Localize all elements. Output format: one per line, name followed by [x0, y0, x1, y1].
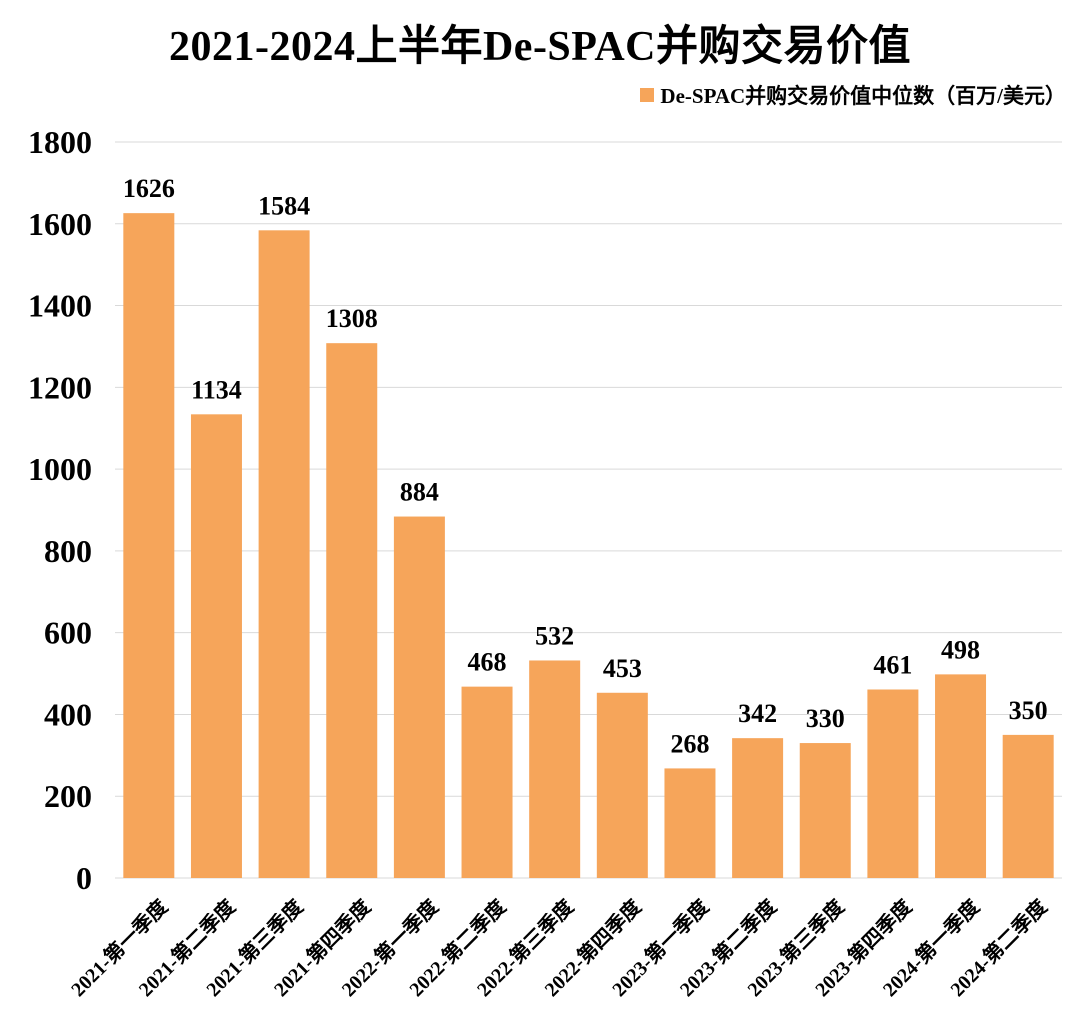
- data-label: 461: [873, 651, 912, 680]
- data-label: 342: [738, 699, 777, 728]
- bar: [393, 516, 445, 878]
- y-tick-label: 600: [44, 615, 92, 651]
- y-tick-label: 1000: [28, 451, 92, 487]
- y-tick-label: 1400: [28, 288, 92, 324]
- bar: [596, 692, 648, 878]
- bar: [867, 689, 919, 878]
- data-label: 268: [670, 729, 709, 758]
- data-label: 330: [806, 704, 845, 733]
- legend-swatch: [640, 88, 655, 102]
- bar: [258, 230, 310, 878]
- bar: [664, 768, 716, 878]
- y-tick-label: 0: [76, 860, 92, 896]
- chart-title: 2021-2024上半年De-SPAC并购交易价值: [168, 24, 911, 70]
- bar: [1002, 734, 1054, 878]
- legend: De-SPAC并购交易价值中位数（百万/美元）: [640, 80, 1066, 110]
- bar: [799, 743, 851, 878]
- data-label: 453: [603, 654, 642, 683]
- bar: [461, 686, 513, 878]
- data-label: 468: [468, 648, 507, 677]
- bar: [190, 414, 242, 878]
- y-tick-label: 400: [44, 696, 92, 732]
- bar: [529, 660, 581, 878]
- y-tick-label: 200: [44, 778, 92, 814]
- data-label: 532: [535, 621, 574, 650]
- legend-label: De-SPAC并购交易价值中位数（百万/美元）: [660, 84, 1066, 108]
- bar: [326, 343, 378, 878]
- y-tick-label: 1200: [28, 369, 92, 405]
- data-label: 1626: [123, 174, 175, 203]
- bar: [123, 213, 175, 878]
- data-label: 1584: [258, 191, 310, 220]
- bar: [732, 738, 784, 878]
- data-label: 350: [1009, 696, 1048, 725]
- y-tick-label: 800: [44, 533, 92, 569]
- y-tick-label: 1600: [28, 206, 92, 242]
- y-tick-label: 1800: [28, 124, 92, 160]
- data-label: 884: [400, 478, 439, 507]
- data-label: 1308: [326, 304, 378, 333]
- data-label: 498: [941, 635, 980, 664]
- data-label: 1134: [191, 375, 242, 404]
- bar: [935, 674, 987, 878]
